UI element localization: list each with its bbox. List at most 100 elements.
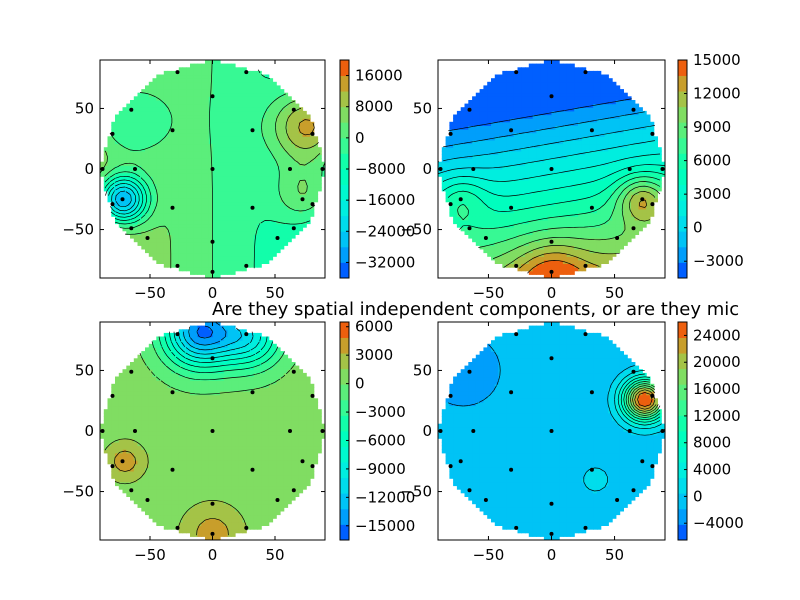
colorbar-segment — [340, 462, 349, 479]
colorbar-segment — [340, 75, 349, 92]
electrode-dot — [640, 459, 645, 464]
colorbar: 24000 20000 16000 12000 8000 4000 0 −4000 — [677, 321, 744, 541]
contour-line — [169, 331, 268, 363]
y-tick-label: −50 — [400, 483, 432, 501]
electrode-dot — [589, 467, 594, 472]
electrode-dot — [631, 488, 636, 493]
electrode-dot — [110, 464, 115, 469]
electrode-dot — [210, 429, 215, 433]
x-tick-label: −50 — [473, 546, 505, 564]
colorbar-segment — [340, 384, 349, 401]
topomap-panel-4: −50 0 50 −50 0 50 24000 20000 16000 12000 8000 4000… — [400, 321, 744, 564]
electrode-dot — [300, 197, 305, 202]
colorbar-segment — [340, 524, 349, 541]
electrode-dot — [250, 205, 255, 210]
electrode-dot — [549, 356, 554, 361]
electrode-dot — [509, 128, 514, 133]
electrode-dot — [120, 459, 125, 464]
contour-line — [173, 331, 262, 359]
colorbar-tick-label: 3000 — [693, 185, 731, 203]
colorbar-segment — [340, 415, 349, 432]
y-tick-label: −50 — [62, 483, 94, 501]
contour-line — [104, 69, 311, 269]
colorbar-segment — [678, 262, 687, 279]
colorbar: 6000 3000 0 −3000 −6000 −9000 −12000 −15000 — [339, 318, 415, 541]
electrode-dot — [448, 202, 453, 207]
y-tick-label: 50 — [413, 361, 432, 379]
electrode-dot — [458, 459, 463, 464]
colorbar-segment — [340, 231, 349, 248]
electrode-dot — [514, 332, 519, 337]
electrode-dot — [145, 236, 150, 240]
colorbar-segment — [678, 384, 687, 401]
electrode-dot — [615, 236, 620, 240]
electrode-dot — [467, 369, 472, 374]
colorbar-tick-label: 0 — [693, 219, 703, 237]
electrode-dot — [467, 488, 472, 493]
contour-line — [478, 181, 661, 248]
contour-lines — [438, 98, 665, 274]
colorbar-segment — [678, 231, 687, 248]
electrode-dot — [175, 525, 180, 530]
contour-fill — [438, 322, 665, 540]
electrode-dot — [549, 239, 554, 244]
contour-line — [442, 111, 645, 148]
colorbar-segment — [678, 215, 687, 232]
colorbar-tick-label: 6000 — [693, 152, 731, 170]
electrode-dot — [549, 269, 554, 274]
electrode-dot — [589, 128, 594, 133]
colorbar-segment — [340, 200, 349, 217]
colorbar: 15000 12000 9000 6000 3000 0 −3000 — [677, 51, 744, 279]
contour-line — [188, 322, 227, 346]
colorbar-segment — [340, 106, 349, 123]
contour-line — [623, 378, 661, 421]
contour-line — [196, 325, 214, 339]
electrode-dot — [471, 429, 476, 433]
electrode-dot — [650, 393, 655, 398]
topomap-panel-2: −50 0 50 −50 0 50 15000 12000 9000 6000 3000 0 −3000 — [400, 51, 743, 302]
electrode-dot — [129, 226, 134, 231]
contour-line — [104, 175, 147, 221]
colorbar-segment — [678, 246, 687, 263]
electrode-dot — [467, 226, 472, 231]
contour-line — [178, 331, 254, 355]
electrode-dot — [549, 429, 554, 433]
colorbar-segment — [678, 368, 687, 385]
electrode-dot — [483, 498, 488, 502]
electrode-dot — [210, 501, 215, 506]
contour-line — [115, 190, 132, 208]
colorbar-tick-label: 6000 — [355, 318, 393, 336]
contour-line — [457, 176, 661, 230]
contour-line — [503, 191, 656, 268]
colorbar-tick-label: 3000 — [355, 346, 393, 364]
colorbar-tick-label: −3000 — [693, 252, 744, 270]
y-tick-label: 50 — [75, 99, 94, 117]
colorbar-segment — [340, 262, 349, 279]
electrode-dot — [448, 131, 453, 136]
colorbar-tick-label: −32000 — [355, 253, 415, 271]
electrode-dot — [514, 263, 519, 268]
electrode-dot — [291, 369, 296, 374]
electrode-dot — [650, 131, 655, 136]
x-tick-label: 50 — [605, 546, 624, 564]
colorbar-segment — [340, 169, 349, 185]
electrode-dot — [549, 531, 554, 536]
y-tick-label: 50 — [413, 99, 432, 117]
topomap-panel-1: −50 0 50 −50 0 50 16000 8000 0 −8000 −16000 −24000 −… — [62, 59, 415, 302]
electrode-dot — [583, 332, 588, 337]
colorbar-tick-label: −15000 — [355, 517, 415, 535]
colorbar-tick-label: 8000 — [693, 434, 731, 452]
electrode-dot — [250, 390, 255, 395]
electrode-dot — [514, 525, 519, 530]
contour-lines — [100, 60, 325, 278]
x-tick-label: −50 — [134, 284, 166, 302]
x-tick-label: 50 — [265, 284, 284, 302]
colorbar-segment — [678, 477, 687, 494]
electrode-dot — [170, 205, 175, 210]
electrode-dot — [458, 197, 463, 202]
contour-line — [630, 385, 659, 414]
contour-line — [632, 387, 657, 412]
electrode-dot — [175, 70, 180, 75]
contour-line — [620, 376, 661, 423]
